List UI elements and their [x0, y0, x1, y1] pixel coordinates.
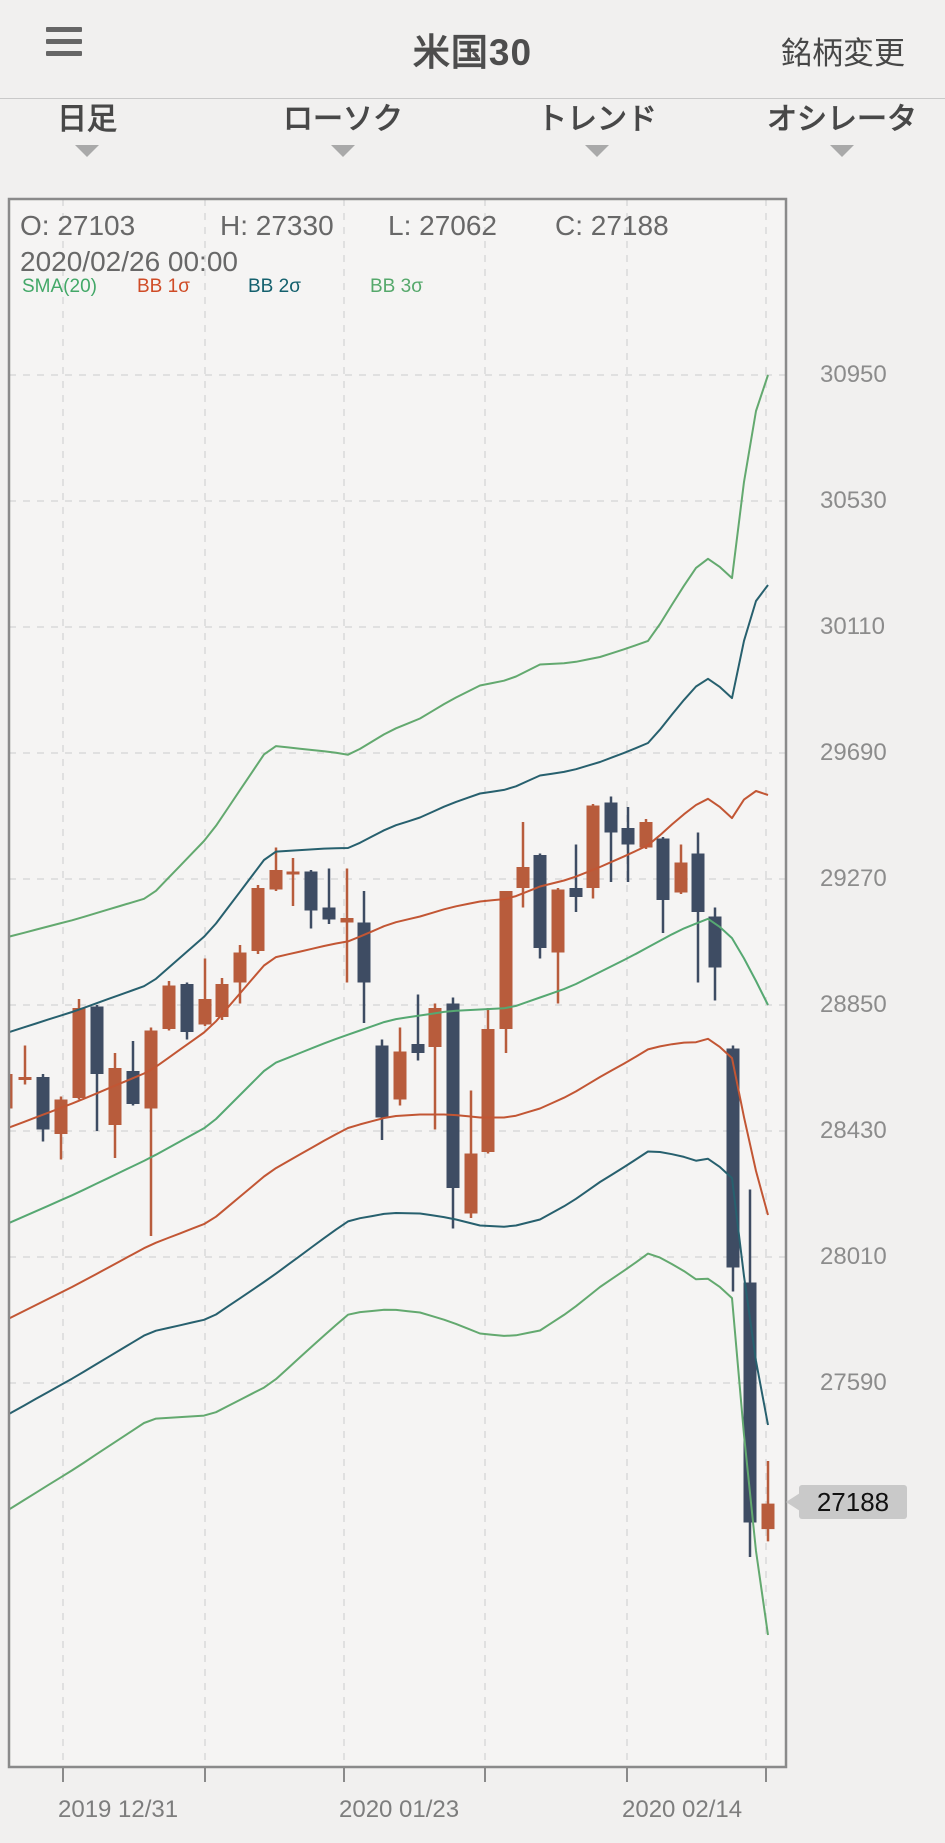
candle-body [375, 1045, 389, 1118]
candle-body [708, 916, 722, 968]
candle-body [656, 838, 670, 900]
candle-body [304, 871, 318, 911]
candle-body [639, 822, 653, 848]
candle-body [464, 1153, 478, 1214]
candle-body [198, 999, 212, 1025]
candle-body [604, 802, 618, 833]
candle-body [551, 889, 565, 953]
plot-border [7, 197, 788, 1769]
candle-body [481, 1029, 495, 1152]
tab-oscillator[interactable]: オシレータ [767, 99, 917, 162]
candle-body [286, 871, 300, 875]
candle-body [108, 1068, 122, 1125]
candle-body [446, 1003, 460, 1188]
page-title: 米国30 [412, 32, 533, 73]
tab-trend-label: トレンド [537, 103, 657, 136]
chevron-down-icon [331, 145, 355, 157]
candle-body [9, 1074, 13, 1109]
candle-body [180, 984, 194, 1032]
candle-body [357, 922, 371, 983]
candle-body [340, 918, 354, 923]
bb-lower-2sigma-line [9, 1150, 769, 1426]
candle-body [393, 1051, 407, 1100]
header-divider [0, 98, 945, 99]
candle-body [162, 985, 176, 1029]
change-symbol-button[interactable]: 銘柄変更 [781, 36, 905, 71]
candle-body [411, 1044, 425, 1053]
hamburger-icon [46, 27, 82, 32]
candle-body [90, 1006, 104, 1074]
last-price-tag: 27188 [799, 1485, 907, 1519]
candle-body [215, 984, 229, 1017]
plot-area[interactable] [9, 199, 786, 1767]
candle-body [499, 891, 513, 1029]
candle-body [586, 805, 600, 888]
candle-body [674, 862, 688, 893]
candle-body [621, 828, 635, 845]
candle-body [269, 870, 283, 890]
candle-body [18, 1077, 32, 1080]
candle-body [54, 1099, 68, 1134]
bb-lower-3sigma-line [9, 1252, 769, 1636]
chevron-down-icon [585, 145, 609, 157]
candle-body [533, 855, 547, 948]
last-price-value: 27188 [816, 1486, 890, 1517]
candle-body [233, 952, 247, 983]
candle-body [691, 853, 705, 912]
menu-button[interactable] [46, 27, 84, 63]
tab-chart-type-label: ローソク [283, 103, 403, 136]
tab-oscillator-label: オシレータ [767, 103, 917, 136]
candle-body [72, 1008, 86, 1098]
chevron-down-icon [75, 145, 99, 157]
tab-timeframe[interactable]: 日足 [57, 99, 117, 162]
app-header: 米国30 銘柄変更 [0, 0, 945, 98]
sma-line [9, 917, 769, 1225]
candle-body [428, 1008, 442, 1047]
plot-layers [9, 199, 786, 1767]
candle-body [516, 867, 530, 888]
candle-body [322, 907, 336, 920]
chevron-down-icon [830, 145, 854, 157]
tab-timeframe-label: 日足 [57, 103, 117, 136]
tab-chart-type[interactable]: ローソク [283, 99, 403, 162]
bb-lower-1sigma-line [9, 1037, 769, 1320]
candle-body [251, 888, 265, 951]
bb-upper-1sigma-line [9, 790, 769, 1129]
candle-body [761, 1503, 775, 1530]
bb-upper-2sigma-line [9, 584, 769, 1034]
bb-upper-3sigma-line [9, 374, 769, 938]
candle-body [36, 1077, 50, 1130]
tab-trend[interactable]: トレンド [537, 99, 657, 162]
candle-body [569, 888, 583, 897]
chart-toolbar: 日足 ローソク トレンド オシレータ [0, 99, 945, 191]
